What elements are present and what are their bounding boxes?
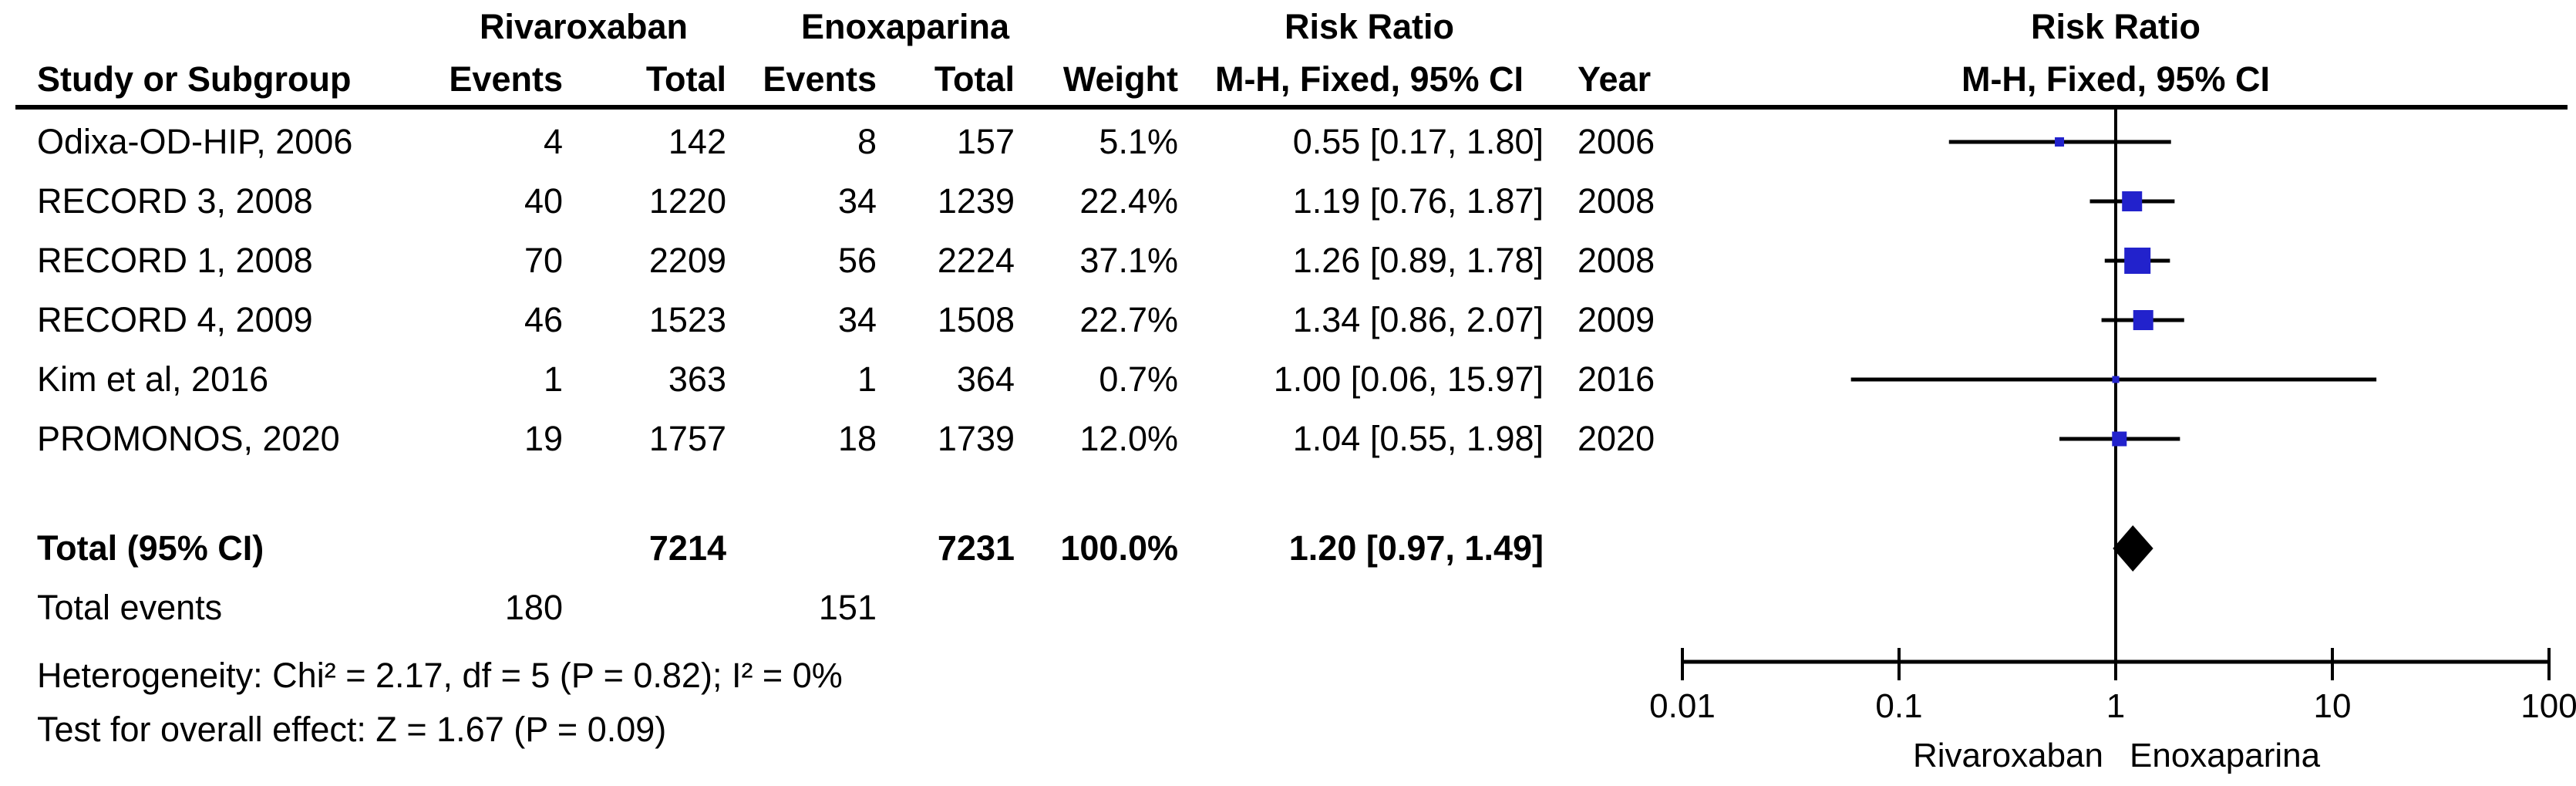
group-header-rivaroxaban: Rivaroxaban	[479, 7, 689, 46]
column-header-total-riv: Total	[645, 59, 726, 99]
study-name: RECORD 3, 2008	[37, 181, 313, 221]
axis-tick-label: 100	[2520, 687, 2576, 725]
header-divider	[15, 105, 2568, 110]
study-name: RECORD 1, 2008	[37, 241, 313, 280]
total-row-label: Total (95% CI)	[37, 528, 264, 568]
year-value: 2009	[1578, 300, 1655, 339]
total-weight: 100.0%	[1060, 528, 1178, 568]
effect-marker	[2055, 137, 2065, 147]
column-header-year: Year	[1578, 59, 1652, 99]
total-events-enox: 151	[818, 588, 877, 627]
risk-ratio-header-table: Risk Ratio	[1284, 7, 1455, 46]
total-riv: 7214	[648, 528, 726, 568]
axis-tick-label: 0.01	[1649, 687, 1716, 725]
total-rivaroxaban: 1757	[648, 419, 726, 458]
events-rivaroxaban: 19	[524, 419, 563, 458]
axis-tick-label: 0.1	[1875, 687, 1922, 725]
events-enoxaparina: 18	[837, 419, 877, 458]
effect-marker	[2122, 191, 2143, 211]
events-enoxaparina: 1	[857, 359, 877, 399]
events-enoxaparina: 34	[837, 181, 877, 221]
weight-value: 37.1%	[1079, 241, 1178, 280]
year-value: 2020	[1578, 419, 1655, 458]
weight-value: 22.7%	[1079, 300, 1178, 339]
column-header-events-enox: Events	[763, 59, 877, 99]
total-ci: 1.20 [0.97, 1.49]	[1288, 528, 1544, 568]
total-rivaroxaban: 363	[668, 359, 726, 399]
column-header-events-riv: Events	[449, 59, 563, 99]
total-enoxaparina: 1508	[937, 300, 1015, 339]
year-value: 2008	[1578, 181, 1655, 221]
year-value: 2006	[1578, 122, 1655, 161]
year-value: 2016	[1578, 359, 1655, 399]
total-rivaroxaban: 2209	[648, 241, 726, 280]
favours-right-label: Enoxaparina	[2130, 737, 2321, 774]
weight-value: 22.4%	[1079, 181, 1178, 221]
events-rivaroxaban: 70	[524, 241, 563, 280]
total-rivaroxaban: 1523	[648, 300, 726, 339]
effect-marker	[2133, 310, 2153, 330]
risk-ratio-ci-value: 1.00 [0.06, 15.97]	[1273, 359, 1544, 399]
column-header-total-enox: Total	[934, 59, 1015, 99]
total-rivaroxaban: 1220	[648, 181, 726, 221]
effect-marker	[2124, 248, 2151, 274]
risk-ratio-ci-value: 1.26 [0.89, 1.78]	[1292, 241, 1544, 280]
heterogeneity-note: Heterogeneity: Chi² = 2.17, df = 5 (P = …	[37, 656, 843, 695]
weight-value: 0.7%	[1099, 359, 1178, 399]
total-events-riv: 180	[504, 588, 563, 627]
events-rivaroxaban: 46	[524, 300, 563, 339]
effect-marker	[2112, 376, 2120, 383]
total-rivaroxaban: 142	[668, 122, 726, 161]
weight-value: 12.0%	[1079, 419, 1178, 458]
events-enoxaparina: 56	[837, 241, 877, 280]
column-header-mh-fixed-table: M-H, Fixed, 95% CI	[1214, 59, 1524, 99]
risk-ratio-ci-value: 1.19 [0.76, 1.87]	[1292, 181, 1544, 221]
weight-value: 5.1%	[1099, 122, 1178, 161]
risk-ratio-header-plot: Risk Ratio	[2030, 7, 2201, 46]
events-enoxaparina: 8	[857, 122, 877, 161]
study-name: Kim et al, 2016	[37, 359, 269, 399]
year-value: 2008	[1578, 241, 1655, 280]
events-rivaroxaban: 40	[524, 181, 563, 221]
risk-ratio-ci-value: 1.34 [0.86, 2.07]	[1292, 300, 1544, 339]
events-rivaroxaban: 4	[543, 122, 563, 161]
total-enox: 7231	[937, 528, 1015, 568]
column-header-mh-fixed-plot: M-H, Fixed, 95% CI	[1961, 59, 2271, 99]
study-name: Odixa-OD-HIP, 2006	[37, 122, 353, 161]
total-enoxaparina: 1739	[937, 419, 1015, 458]
risk-ratio-ci-value: 0.55 [0.17, 1.80]	[1292, 122, 1544, 161]
total-events-label: Total events	[37, 588, 223, 627]
study-name: RECORD 4, 2009	[37, 300, 313, 339]
effect-marker	[2112, 431, 2127, 447]
study-name: PROMONOS, 2020	[37, 419, 340, 458]
risk-ratio-ci-value: 1.04 [0.55, 1.98]	[1292, 419, 1544, 458]
events-rivaroxaban: 1	[543, 359, 563, 399]
group-header-enoxaparina: Enoxaparina	[800, 7, 1010, 46]
favours-left-label: Rivaroxaban	[1913, 737, 2103, 774]
axis-tick-label: 10	[2314, 687, 2352, 725]
pooled-diamond	[2113, 525, 2153, 572]
axis-tick-label: 1	[2106, 687, 2125, 725]
events-enoxaparina: 34	[837, 300, 877, 339]
column-header-study: Study or Subgroup	[37, 59, 352, 99]
column-header-weight: Weight	[1062, 59, 1178, 99]
total-enoxaparina: 2224	[937, 241, 1015, 280]
total-enoxaparina: 157	[956, 122, 1015, 161]
total-enoxaparina: 1239	[937, 181, 1015, 221]
overall-effect-note: Test for overall effect: Z = 1.67 (P = 0…	[37, 710, 667, 749]
total-enoxaparina: 364	[956, 359, 1015, 399]
